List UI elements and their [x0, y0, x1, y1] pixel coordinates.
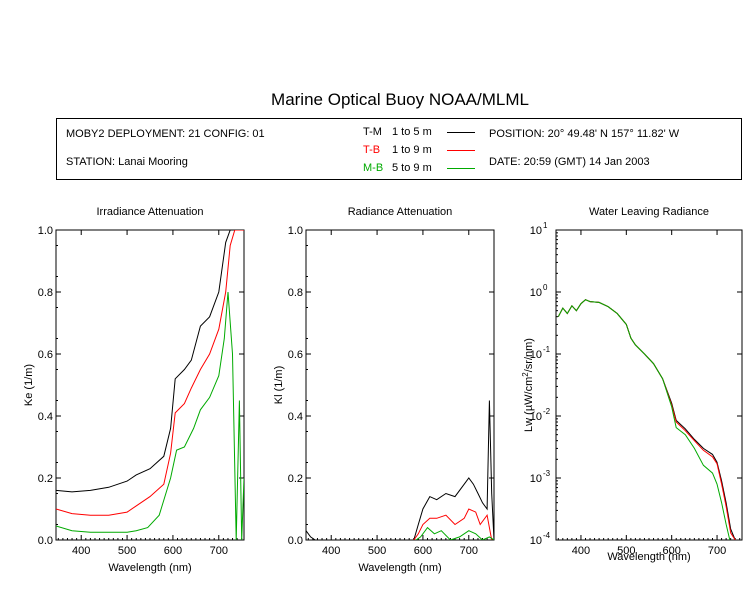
- y-tick-exponent-3: 0: [543, 283, 548, 292]
- y-tick-exponent-3: -1: [543, 345, 551, 354]
- series-line-1-2: [56, 230, 244, 516]
- y-tick-label-1: 0.4: [38, 411, 53, 423]
- y-tick-label-3: 10: [530, 287, 542, 299]
- y-axis-label-3: Lw (µW/cm2/sr/nm): [521, 338, 536, 432]
- series-line-1-1: [56, 230, 244, 493]
- x-axis-label-2: Wavelength (nm): [358, 562, 441, 574]
- legend-line-mb: [447, 168, 475, 169]
- y-tick-exponent-3: 1: [543, 221, 548, 230]
- y-tick-label-2: 0.0: [288, 535, 303, 547]
- y-tick-label-1: 0.8: [38, 287, 53, 299]
- x-tick-label-3: 400: [572, 545, 590, 557]
- chart-title-1: Irradiance Attenuation: [96, 206, 203, 218]
- info-box: MOBY2 DEPLOYMENT: 21 CONFIG: 01 STATION:…: [56, 118, 742, 180]
- series-line-3-1: [557, 299, 736, 540]
- legend-range-tm: 1 to 5 m: [392, 126, 432, 138]
- deployment-text: MOBY2 DEPLOYMENT: 21 CONFIG: 01: [66, 128, 265, 140]
- x-tick-label-1: 400: [72, 545, 90, 557]
- legend-range-mb: 5 to 9 m: [392, 162, 432, 174]
- legend-code-tm: T-M: [363, 126, 382, 138]
- chart-title-2: Radiance Attenuation: [348, 206, 453, 218]
- series-line-3-2: [557, 299, 736, 540]
- station-text: STATION: Lanai Mooring: [66, 156, 188, 168]
- y-tick-label-1: 0.6: [38, 349, 53, 361]
- legend-code-mb: M-B: [363, 162, 384, 174]
- x-tick-label-2: 700: [460, 545, 478, 557]
- y-tick-label-2: 0.2: [288, 473, 303, 485]
- date-text: DATE: 20:59 (GMT) 14 Jan 2003: [489, 156, 650, 168]
- y-axis-label-part: /sr/nm): [523, 338, 535, 372]
- y-tick-label-2: 0.4: [288, 411, 303, 423]
- y-tick-label-1: 0.2: [38, 473, 53, 485]
- y-tick-exponent-3: -3: [543, 469, 551, 478]
- legend-code-tb: T-B: [363, 144, 381, 156]
- plot-frame-3: [555, 229, 743, 541]
- legend-line-tb: [447, 150, 475, 151]
- series-line-3-3: [557, 299, 731, 540]
- chart-title-3: Water Leaving Radiance: [589, 206, 709, 218]
- y-tick-exponent-3: -2: [543, 407, 551, 416]
- plot-frame-2: [305, 229, 495, 541]
- y-tick-label-3: 10: [530, 411, 542, 423]
- x-axis-label-1: Wavelength (nm): [108, 562, 191, 574]
- legend-line-tm: [447, 132, 475, 133]
- series-line-1-3: [56, 291, 244, 540]
- x-axis-label-3: Wavelength (nm): [607, 551, 690, 563]
- x-tick-label-1: 600: [164, 545, 182, 557]
- series-line-2-1: [306, 400, 494, 540]
- x-tick-label-1: 700: [210, 545, 228, 557]
- legend-range-tb: 1 to 9 m: [392, 144, 432, 156]
- y-tick-label-1: 1.0: [38, 225, 53, 237]
- y-tick-label-2: 0.8: [288, 287, 303, 299]
- y-axis-label-part: W/cm: [523, 377, 535, 405]
- y-axis-label-superscript: 2: [521, 372, 530, 377]
- plot-frame-1: [55, 229, 245, 541]
- page-title: Marine Optical Buoy NOAA/MLML: [271, 90, 529, 109]
- y-axis-label-1: Ke (1/m): [23, 364, 35, 406]
- position-text: POSITION: 20° 49.48' N 157° 11.82' W: [489, 128, 680, 140]
- y-tick-label-3: 10: [530, 473, 542, 485]
- x-tick-label-3: 700: [708, 545, 726, 557]
- y-tick-label-3: 10: [530, 349, 542, 361]
- y-tick-label-3: 10: [530, 225, 542, 237]
- x-tick-label-3: 500: [617, 545, 635, 557]
- y-tick-label-2: 1.0: [288, 225, 303, 237]
- x-tick-label-2: 600: [414, 545, 432, 557]
- y-axis-label-part: Lw (: [523, 411, 535, 432]
- x-tick-label-3: 600: [663, 545, 681, 557]
- y-tick-label-2: 0.6: [288, 349, 303, 361]
- y-axis-label-part: µ: [523, 404, 535, 411]
- y-tick-exponent-3: -4: [543, 531, 551, 540]
- y-tick-label-1: 0.0: [38, 535, 53, 547]
- y-tick-label-3: 10: [530, 535, 542, 547]
- x-tick-label-1: 500: [118, 545, 136, 557]
- y-axis-label-2: Kl (1/m): [273, 366, 285, 405]
- x-tick-label-2: 500: [368, 545, 386, 557]
- series-line-2-2: [413, 508, 493, 540]
- x-tick-label-2: 400: [322, 545, 340, 557]
- series-line-2-3: [415, 526, 494, 540]
